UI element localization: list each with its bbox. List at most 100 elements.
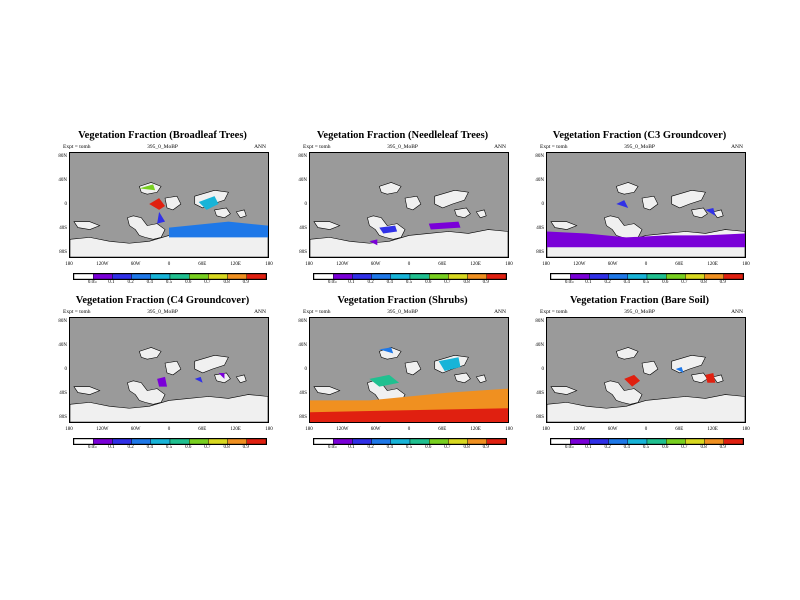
panel-right-label: ANN: [254, 309, 266, 315]
colorbar-tick-label: 0.8: [700, 280, 707, 285]
colorbar-swatch: [467, 274, 488, 279]
colorbar-swatch: [704, 274, 725, 279]
colorbar-swatch: [112, 274, 132, 279]
panel-center-label: 395_0_MoBP: [147, 309, 178, 315]
land-region: [404, 195, 422, 211]
vegetation-fill: [310, 408, 508, 422]
colorbar-swatch: [169, 274, 190, 279]
vegetation-fill: [428, 221, 461, 230]
lat-tick-label: 80N: [58, 319, 67, 324]
panel-center-label: 395_0_MoBP: [624, 144, 655, 150]
lat-tick-label: 0: [64, 202, 68, 207]
land-region: [550, 221, 578, 230]
colorbar-swatch: [685, 439, 705, 444]
lat-tick-label: 40N: [535, 343, 544, 348]
lat-tick-label: 80N: [298, 319, 307, 324]
vegetation-fill: [198, 196, 219, 210]
lon-tick-label: 120W: [336, 262, 349, 267]
colorbar-tick-label: 0.1: [585, 280, 592, 285]
panel-title: Vegetation Fraction (Shrubs): [337, 295, 468, 306]
colorbar-tick-label: 0.8: [223, 280, 230, 285]
colorbar-swatch: [352, 274, 372, 279]
vegetation-fill: [675, 367, 684, 373]
land-region: [475, 209, 487, 219]
land-region: [127, 215, 166, 240]
lat-tick-label: 80S: [299, 250, 307, 255]
colorbar-swatch: [390, 274, 411, 279]
colorbar-swatch: [589, 274, 609, 279]
land-region: [164, 360, 182, 376]
colorbar: [550, 273, 744, 280]
colorbar-tick-label: 0.7: [204, 280, 211, 285]
land-region: [235, 209, 247, 219]
lon-tick-label: 120E: [470, 427, 481, 432]
lon-tick-label: 120E: [470, 262, 481, 267]
lat-tick-label: 0: [304, 367, 308, 372]
lon-tick-label: 180: [305, 262, 313, 267]
vegetation-fill: [149, 198, 166, 210]
colorbar-tick-label: 0.4: [623, 445, 630, 450]
colorbar-tick-label: 0.05: [327, 280, 337, 285]
colorbar-tick-label: 0.6: [425, 280, 432, 285]
colorbar-tick-label: 0.7: [444, 280, 451, 285]
lat-tick-label: 80N: [298, 154, 307, 159]
colorbar-tick-label: 0.8: [223, 445, 230, 450]
land-region: [615, 347, 639, 360]
lat-tick-label: 40S: [536, 391, 544, 396]
lat-tick-label: 40N: [298, 178, 307, 183]
colorbar-swatch: [371, 274, 391, 279]
colorbar-tick-label: 0.7: [204, 445, 211, 450]
colorbar-swatch: [665, 439, 686, 444]
colorbar-tick-label: 0.5: [642, 445, 650, 450]
colorbar-swatch: [627, 439, 648, 444]
colorbar-swatch: [131, 439, 151, 444]
colorbar-swatch: [723, 274, 743, 279]
lon-tick-label: 60E: [438, 262, 447, 267]
map-area: [546, 317, 746, 423]
lat-tick-label: 80S: [59, 250, 67, 255]
vegetation-fill: [194, 376, 203, 383]
land-region: [434, 189, 469, 209]
colorbar-tick-label: 0.4: [146, 445, 153, 450]
panel-right-label: ANN: [494, 309, 506, 315]
colorbar-swatch: [150, 274, 171, 279]
colorbar: [550, 438, 744, 445]
colorbar-tick-label: 0.7: [681, 280, 688, 285]
lon-tick-label: 0: [407, 427, 411, 432]
lat-tick-label: 80S: [59, 415, 67, 420]
vegetation-fill: [547, 231, 745, 248]
lon-tick-label: 120W: [573, 262, 586, 267]
lat-tick-label: 80S: [536, 250, 544, 255]
panel-title: Vegetation Fraction (Broadleaf Trees): [78, 130, 247, 141]
colorbar-swatch: [74, 274, 94, 279]
land-region: [604, 380, 643, 405]
colorbar-swatch: [448, 274, 468, 279]
colorbar-swatch: [570, 274, 590, 279]
colorbar-tick-label: 0.4: [386, 445, 393, 450]
colorbar-tick-label: 0.6: [662, 280, 669, 285]
map-panel: Vegetation Fraction (Bare Soil) Expt = to…: [532, 295, 749, 455]
lat-tick-label: 40N: [535, 178, 544, 183]
land-region: [313, 386, 341, 395]
lat-tick-label: 0: [304, 202, 308, 207]
colorbar-tick-label: 0.1: [348, 445, 355, 450]
lon-tick-label: 60W: [607, 427, 618, 432]
colorbar: [313, 273, 507, 280]
panel-right-label: ANN: [494, 144, 506, 150]
colorbar-tick-label: 0.05: [564, 280, 574, 285]
vegetation-fill: [379, 225, 398, 234]
colorbar-swatch: [188, 439, 209, 444]
colorbar-tick-label: 0.05: [87, 445, 97, 450]
lon-tick-label: 60W: [370, 427, 381, 432]
lat-tick-label: 40S: [59, 391, 67, 396]
colorbar-swatch: [608, 439, 628, 444]
colorbar-swatch: [169, 439, 190, 444]
map-area: [69, 152, 269, 258]
lon-tick-label: 120W: [336, 427, 349, 432]
colorbar-swatch: [486, 439, 506, 444]
lon-tick-label: 60W: [130, 427, 141, 432]
land-region: [641, 360, 659, 376]
colorbar-tick-label: 0.1: [108, 445, 115, 450]
lon-tick-label: 60E: [198, 262, 207, 267]
vegetation-fill: [616, 200, 629, 208]
